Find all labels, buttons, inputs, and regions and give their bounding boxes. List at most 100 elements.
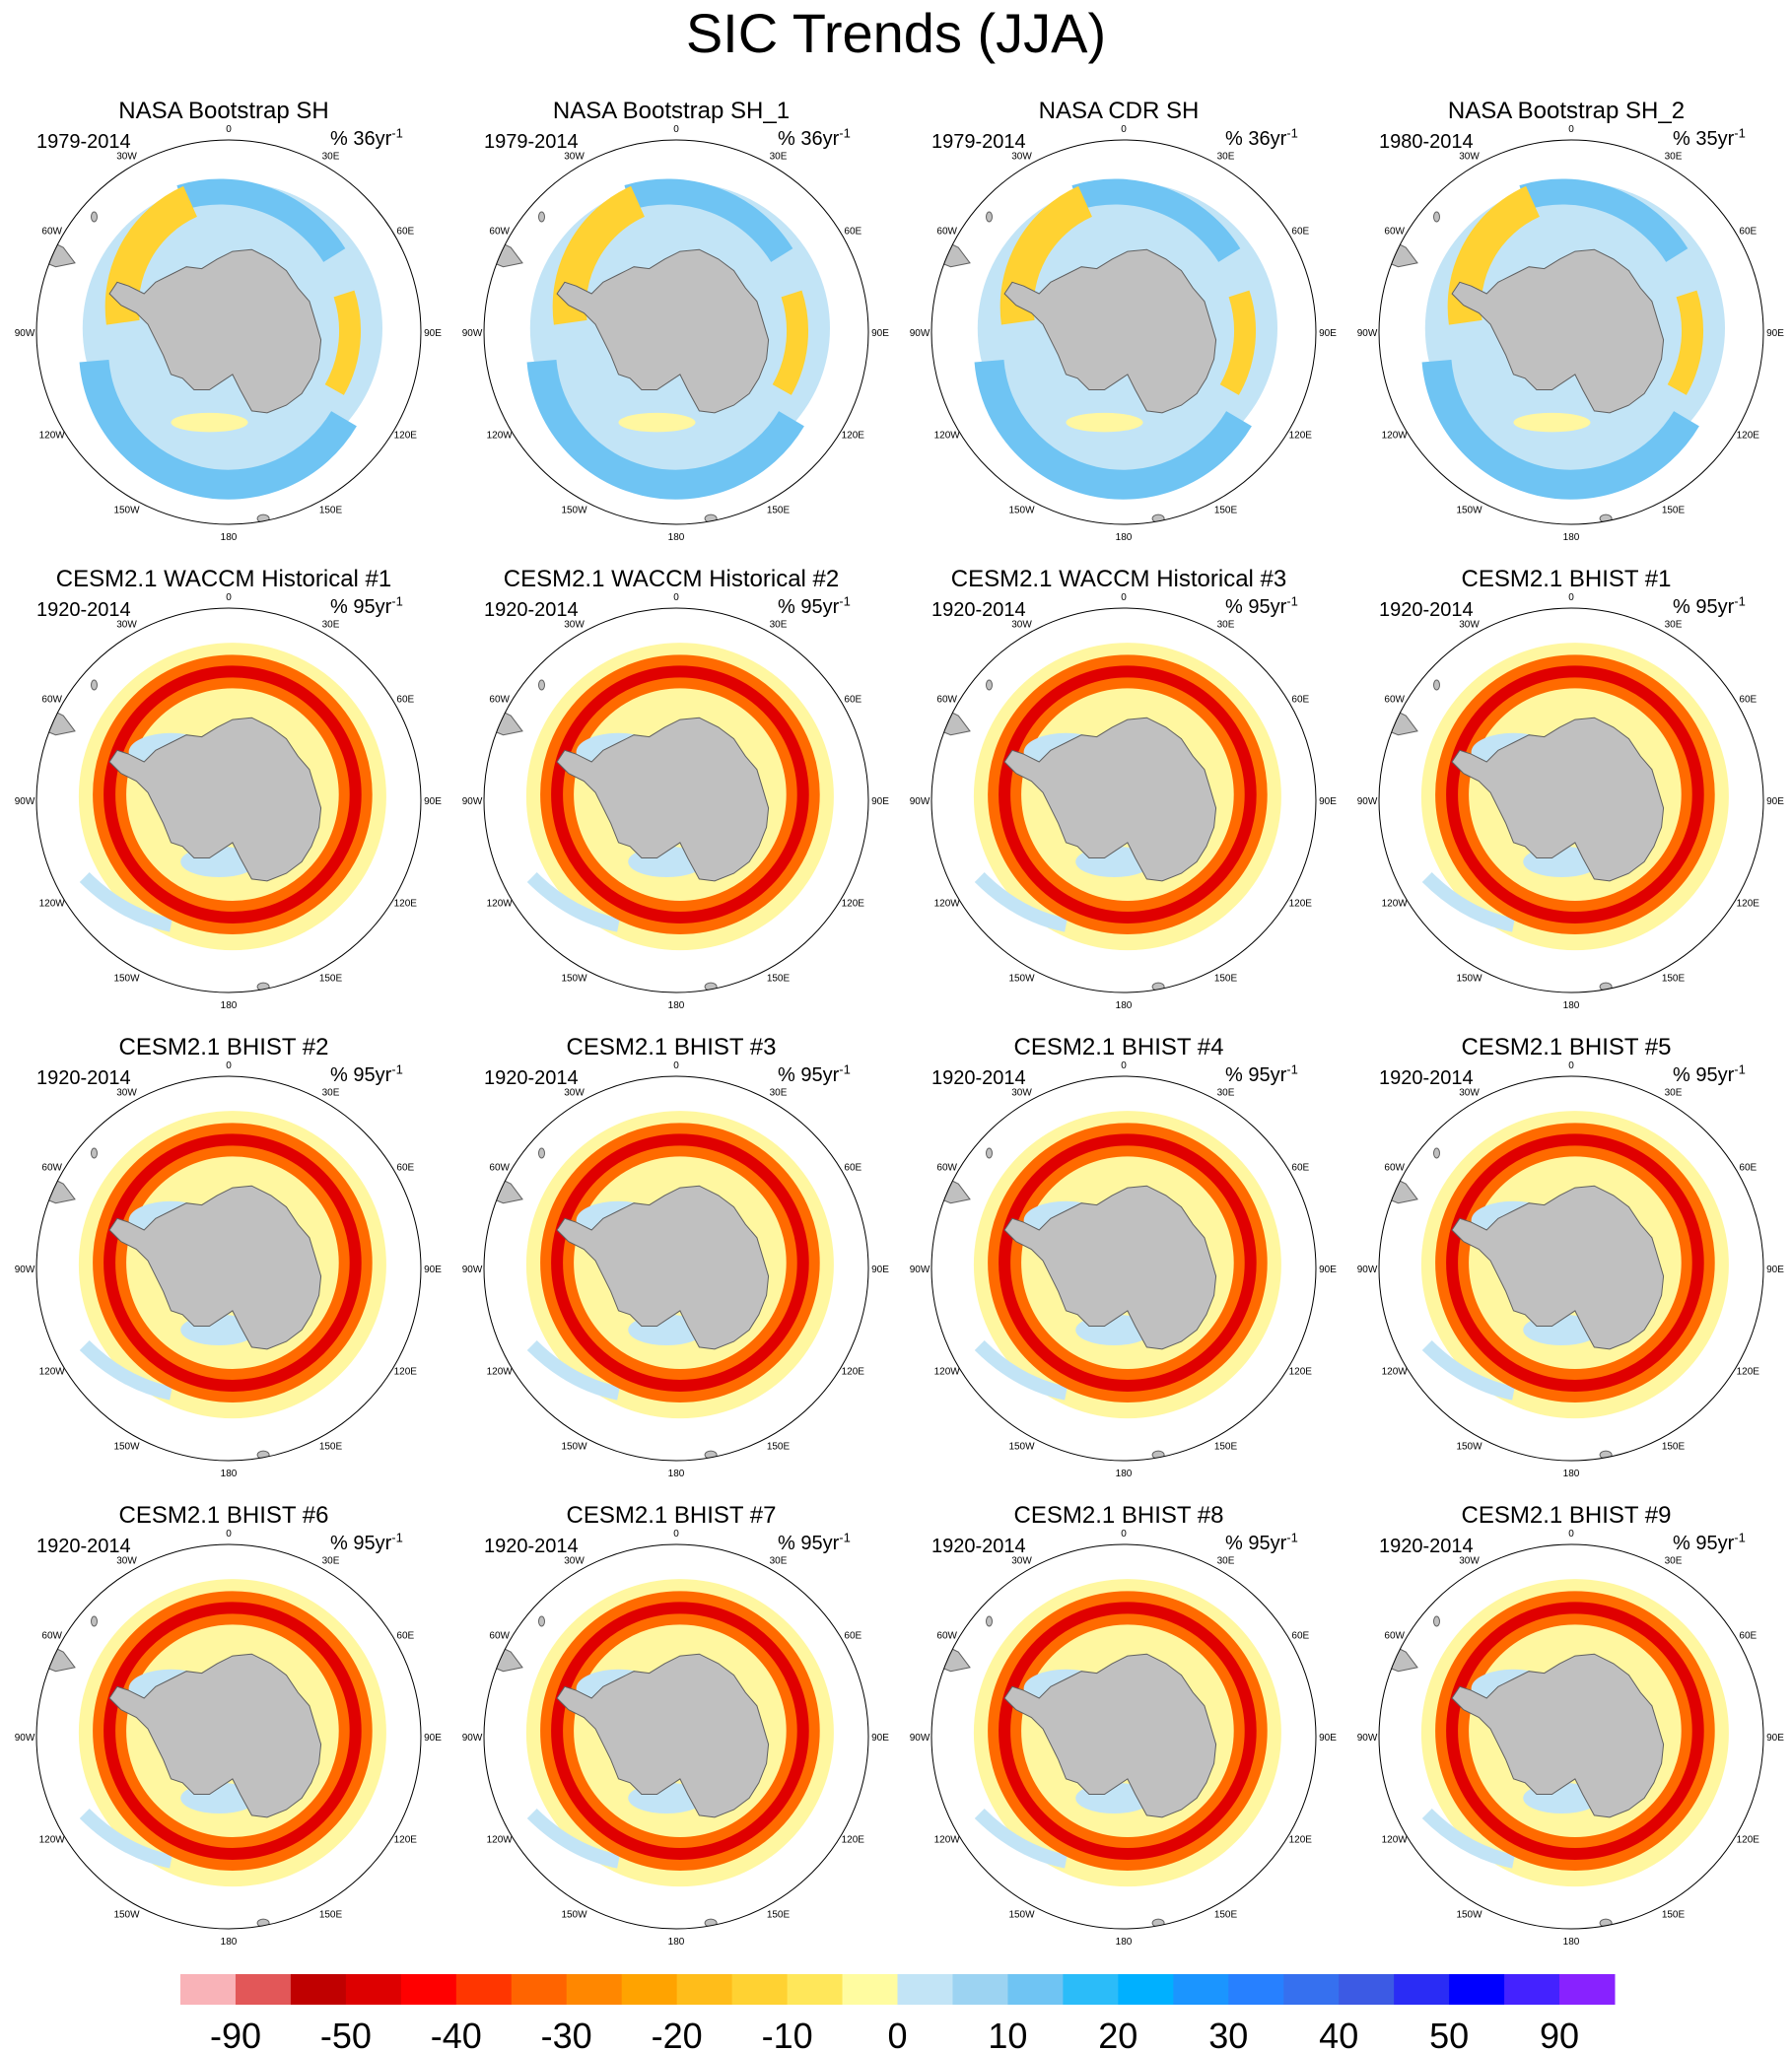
longitude-label: 60W bbox=[936, 1163, 957, 1174]
panel-title: CESM2.1 BHIST #2 bbox=[118, 1034, 329, 1060]
longitude-label: 180 bbox=[221, 1469, 238, 1479]
longitude-label: 120E bbox=[1289, 899, 1313, 910]
period-label: 1920-2014 bbox=[484, 1536, 579, 1557]
longitude-label: 30W bbox=[116, 620, 137, 631]
longitude-label: 150E bbox=[1662, 1909, 1686, 1920]
map-panel: 0 30E 60E 90E 120E 150E 180 150W 120W 90W 60W 30W CE… bbox=[1343, 1493, 1790, 1964]
longitude-label: 120E bbox=[842, 431, 865, 442]
units-text: % 95yr bbox=[330, 1064, 392, 1086]
map-panel: 0 30E 60E 90E 120E 150E 180 150W 120W 90W 60W 30W CE… bbox=[895, 557, 1343, 1028]
colorbar-swatch bbox=[731, 1974, 789, 2005]
polar-map: 0 30E 60E 90E 120E 150E 180 150W 120W 90W 60W 30W bbox=[15, 1529, 443, 1948]
units-text: % 95yr bbox=[1225, 596, 1287, 618]
antarctica-landmass bbox=[108, 717, 322, 882]
units-text: % 95yr bbox=[330, 596, 392, 618]
longitude-label: 30W bbox=[564, 620, 585, 631]
polar-map: 0 30E 60E 90E 120E 150E 180 150W 120W 90W 60W 30W bbox=[1357, 124, 1785, 543]
longitude-label: 120W bbox=[487, 1835, 514, 1846]
longitude-label: 60W bbox=[41, 1631, 62, 1642]
panel-title: NASA Bootstrap SH bbox=[118, 98, 329, 124]
longitude-label: 120E bbox=[842, 1367, 865, 1378]
longitude-label: 60E bbox=[1291, 227, 1309, 238]
longitude-label: 60W bbox=[489, 1163, 510, 1174]
longitude-label: 60E bbox=[844, 695, 862, 706]
longitude-label: 90W bbox=[1357, 1265, 1378, 1275]
units-text: % 95yr bbox=[1225, 1064, 1287, 1086]
longitude-label: 90W bbox=[462, 1733, 483, 1744]
longitude-label: 150E bbox=[1214, 1441, 1238, 1452]
antarctica-landmass bbox=[108, 1185, 322, 1350]
polar-map: 0 30E 60E 90E 120E 150E 180 150W 120W 90W 60W 30W bbox=[15, 124, 443, 543]
panel-title: CESM2.1 BHIST #1 bbox=[1461, 566, 1672, 592]
colorbar-swatch bbox=[676, 1974, 733, 2005]
longitude-label: 90E bbox=[1319, 796, 1337, 807]
units-exponent: -1 bbox=[391, 125, 403, 141]
units-label: % 36yr-1 bbox=[1225, 126, 1298, 152]
longitude-label: 120W bbox=[1382, 1367, 1409, 1378]
period-label: 1920-2014 bbox=[36, 1536, 131, 1557]
longitude-label: 150W bbox=[1008, 973, 1035, 984]
longitude-label: 90E bbox=[424, 1733, 442, 1744]
longitude-label: 180 bbox=[1563, 532, 1580, 543]
longitude-label: 30E bbox=[1665, 1556, 1683, 1567]
longitude-label: 30E bbox=[1665, 620, 1683, 631]
map-panel: 0 30E 60E 90E 120E 150E 180 150W 120W 90W 60W 30W CE… bbox=[0, 1493, 448, 1964]
longitude-label: 30E bbox=[770, 620, 788, 631]
longitude-label: 180 bbox=[668, 532, 685, 543]
longitude-label: 150W bbox=[1008, 505, 1035, 515]
longitude-label: 30E bbox=[770, 1556, 788, 1567]
longitude-label: 0 bbox=[673, 592, 679, 603]
polar-map: 0 30E 60E 90E 120E 150E 180 150W 120W 90W 60W 30W bbox=[910, 1060, 1338, 1479]
polar-map: 0 30E 60E 90E 120E 150E 180 150W 120W 90W 60W 30W bbox=[462, 1529, 890, 1948]
longitude-label: 60W bbox=[41, 695, 62, 706]
longitude-label: 30E bbox=[322, 1088, 340, 1099]
longitude-label: 120W bbox=[1382, 899, 1409, 910]
longitude-label: 90W bbox=[462, 1265, 483, 1275]
units-label: % 36yr-1 bbox=[778, 126, 851, 152]
period-label: 1920-2014 bbox=[931, 1067, 1026, 1089]
longitude-label: 180 bbox=[1563, 1469, 1580, 1479]
longitude-label: 60E bbox=[844, 227, 862, 238]
longitude-label: 120W bbox=[39, 1367, 66, 1378]
colorbar-swatch bbox=[1228, 1974, 1284, 2005]
map-panel: 0 30E 60E 90E 120E 150E 180 150W 120W 90W 60W 30W CE… bbox=[895, 1025, 1343, 1496]
period-label: 1979-2014 bbox=[484, 131, 579, 153]
longitude-label: 60W bbox=[489, 227, 510, 238]
longitude-label: 150W bbox=[561, 973, 587, 984]
colorbar-swatch bbox=[952, 1974, 1008, 2005]
longitude-label: 120W bbox=[39, 899, 66, 910]
map-panel: 0 30E 60E 90E 120E 150E 180 150W 120W 90W 60W 30W CE… bbox=[895, 1493, 1343, 1964]
units-label: % 95yr-1 bbox=[778, 1062, 851, 1088]
longitude-label: 120E bbox=[1737, 1835, 1760, 1846]
longitude-label: 120E bbox=[1737, 1367, 1760, 1378]
longitude-label: 120W bbox=[487, 431, 514, 442]
longitude-label: 90W bbox=[1357, 1733, 1378, 1744]
longitude-label: 60W bbox=[936, 1631, 957, 1642]
units-text: % 95yr bbox=[778, 1533, 840, 1554]
longitude-label: 60E bbox=[1739, 1163, 1757, 1174]
map-panel: 0 30E 60E 90E 120E 150E 180 150W 120W 90W 60W 30W CE… bbox=[448, 1493, 895, 1964]
longitude-label: 120E bbox=[842, 899, 865, 910]
panel-title: CESM2.1 BHIST #5 bbox=[1461, 1034, 1672, 1060]
map-border bbox=[483, 607, 869, 993]
longitude-label: 150E bbox=[767, 973, 791, 984]
colorbar-swatch bbox=[1339, 1974, 1395, 2005]
longitude-label: 30W bbox=[1011, 152, 1032, 163]
longitude-label: 120W bbox=[487, 1367, 514, 1378]
longitude-label: 120W bbox=[934, 1835, 961, 1846]
longitude-label: 0 bbox=[226, 1060, 232, 1071]
longitude-label: 90E bbox=[1319, 1733, 1337, 1744]
longitude-label: 90W bbox=[15, 328, 35, 339]
longitude-label: 150E bbox=[1662, 1441, 1686, 1452]
longitude-label: 0 bbox=[1568, 124, 1574, 135]
longitude-label: 150W bbox=[113, 1909, 140, 1920]
antarctica-landmass bbox=[1451, 248, 1665, 414]
colorbar-swatch bbox=[787, 1974, 844, 2005]
longitude-label: 30W bbox=[564, 1556, 585, 1567]
figure-title: SIC Trends (JJA) bbox=[685, 2, 1107, 64]
longitude-label: 150W bbox=[561, 1441, 587, 1452]
longitude-label: 30E bbox=[322, 620, 340, 631]
longitude-label: 150E bbox=[319, 973, 343, 984]
longitude-label: 120E bbox=[394, 899, 418, 910]
colorbar-swatch bbox=[1449, 1974, 1505, 2005]
